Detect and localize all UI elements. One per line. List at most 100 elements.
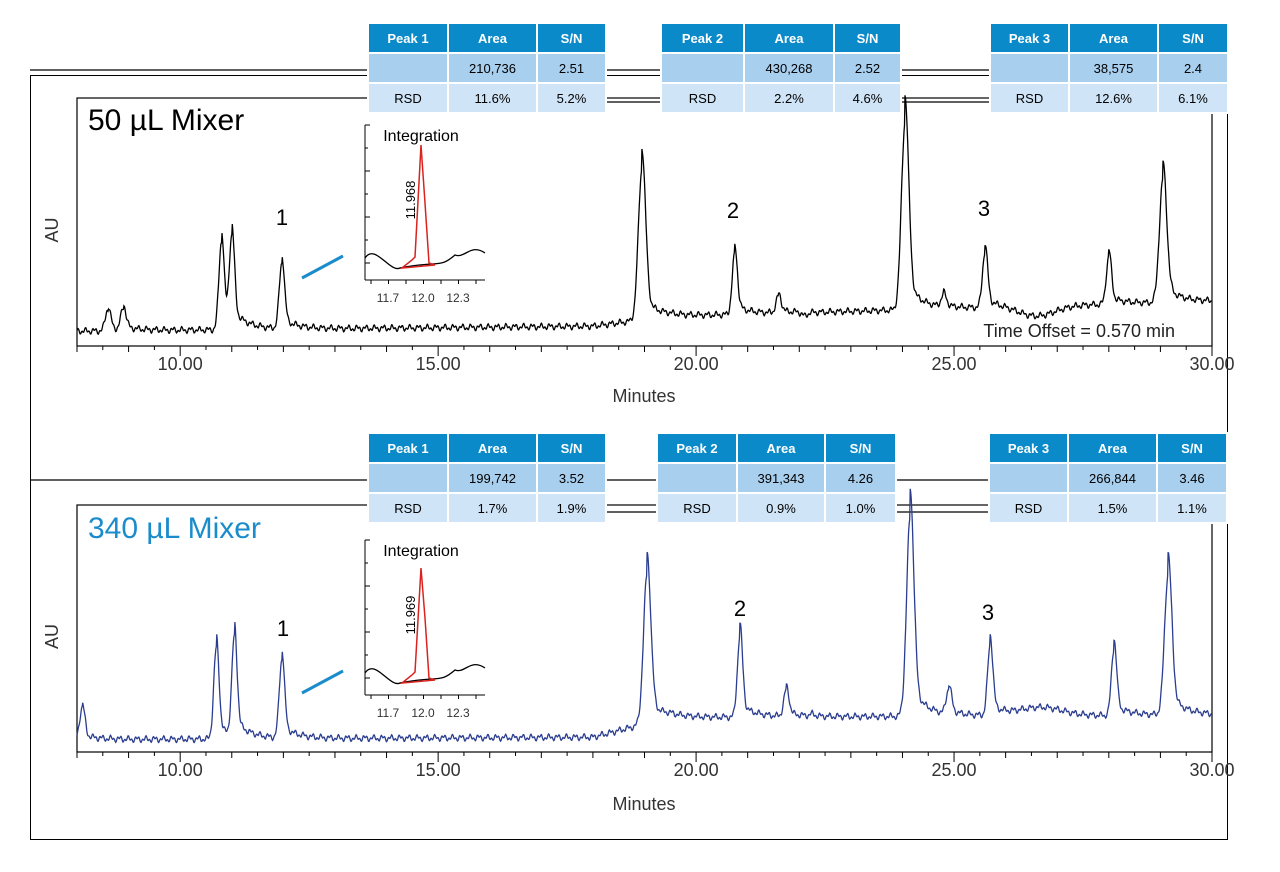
peak-label: 2 — [727, 198, 739, 223]
inset-x-tick-label: 11.7 — [377, 706, 400, 720]
table-cell: S/N — [833, 22, 902, 54]
table-cell: 210,736 — [447, 52, 538, 84]
x-tick-label: 25.00 — [932, 354, 977, 374]
x-tick-label: 15.00 — [416, 760, 461, 780]
inset-trace — [364, 664, 486, 685]
peak-table-2: Peak 2 Area S/N 430,268 2.52 RSD 2.2% 4.6% — [660, 22, 902, 114]
table-cell: 6.1% — [1157, 82, 1229, 114]
x-tick-label: 30.00 — [1189, 354, 1234, 374]
integrated-peak — [399, 567, 436, 684]
peak-label: 3 — [978, 196, 990, 221]
table-cell: 38,575 — [1068, 52, 1159, 84]
table-cell — [660, 52, 745, 84]
table-cell — [656, 462, 738, 494]
table-cell: 4.26 — [824, 462, 897, 494]
peak-label: 1 — [276, 205, 288, 230]
chromatogram-trace — [76, 95, 1212, 336]
table-cell — [989, 52, 1070, 84]
x-tick-label: 25.00 — [932, 760, 977, 780]
table-cell: 430,268 — [743, 52, 835, 84]
table-cell: RSD — [367, 82, 449, 114]
x-tick-label: 10.00 — [158, 354, 203, 374]
table-cell: 391,343 — [736, 462, 826, 494]
table-cell: RSD — [367, 492, 449, 524]
table-cell: Area — [1068, 22, 1159, 54]
table-row: 391,343 4.26 — [656, 462, 897, 494]
x-tick-label: 10.00 — [158, 760, 203, 780]
table-row: Peak 2 Area S/N — [656, 432, 897, 464]
table-row: 266,844 3.46 — [988, 462, 1228, 494]
inset-peak-label: 11.969 — [403, 596, 418, 635]
peak-table-2: Peak 2 Area S/N 391,343 4.26 RSD 0.9% 1.0% — [656, 432, 897, 524]
y-axis-label: AU — [42, 624, 62, 649]
table-row: Peak 2 Area S/N — [660, 22, 902, 54]
table-cell — [367, 462, 449, 494]
table-cell — [988, 462, 1069, 494]
table-cell: 11.6% — [447, 82, 538, 114]
table-cell: 3.52 — [536, 462, 607, 494]
peak-table-1: Peak 1 Area S/N 199,742 3.52 RSD 1.7% 1.9% — [367, 432, 607, 524]
table-row: Peak 3 Area S/N — [989, 22, 1229, 54]
table-cell: 0.9% — [736, 492, 826, 524]
table-cell: 1.1% — [1156, 492, 1228, 524]
inset-background — [350, 530, 490, 705]
table-cell: 2.2% — [743, 82, 835, 114]
table-cell: 4.6% — [833, 82, 902, 114]
inset-x-tick-label: 11.7 — [377, 291, 400, 305]
table-cell: Peak 1 — [367, 22, 449, 54]
x-tick-label: 20.00 — [674, 354, 719, 374]
table-row: RSD 0.9% 1.0% — [656, 492, 897, 524]
table-cell: RSD — [660, 82, 745, 114]
peak-label: 1 — [277, 616, 289, 641]
inset-x-tick-label: 12.0 — [411, 706, 435, 720]
table-cell: Peak 3 — [988, 432, 1069, 464]
table-row: Peak 3 Area S/N — [988, 432, 1228, 464]
table-cell: 1.0% — [824, 492, 897, 524]
peak-table-3: Peak 3 Area S/N 38,575 2.4 RSD 12.6% 6.1% — [989, 22, 1229, 114]
time-offset-note: Time Offset = 0.570 min — [983, 321, 1175, 341]
table-cell: Area — [447, 432, 538, 464]
table-row: RSD 2.2% 4.6% — [660, 82, 902, 114]
table-row: 38,575 2.4 — [989, 52, 1229, 84]
inset-pointer-line — [301, 254, 344, 280]
table-cell: 266,844 — [1067, 462, 1158, 494]
panel-title-bottom: 340 µL Mixer — [88, 512, 261, 545]
inset-peak-label: 11.968 — [403, 181, 418, 220]
table-cell: Area — [743, 22, 835, 54]
table-cell: Peak 1 — [367, 432, 449, 464]
table-row: 210,736 2.51 — [367, 52, 607, 84]
table-cell: 1.7% — [447, 492, 538, 524]
table-cell: 2.51 — [536, 52, 607, 84]
panel-title-top: 50 µL Mixer — [88, 104, 245, 137]
table-cell: Peak 2 — [656, 432, 738, 464]
table-cell: 3.46 — [1156, 462, 1228, 494]
table-cell: Peak 2 — [660, 22, 745, 54]
table-row: RSD 1.5% 1.1% — [988, 492, 1228, 524]
table-cell — [367, 52, 449, 84]
table-cell: RSD — [988, 492, 1069, 524]
table-cell: S/N — [536, 432, 607, 464]
table-row: 430,268 2.52 — [660, 52, 902, 84]
table-row: Peak 1 Area S/N — [367, 22, 607, 54]
table-row: RSD 12.6% 6.1% — [989, 82, 1229, 114]
inset-trace — [364, 249, 486, 270]
y-axis-label: AU — [42, 217, 62, 242]
table-cell: Peak 3 — [989, 22, 1070, 54]
table-cell: 2.4 — [1157, 52, 1229, 84]
inset-x-tick-label: 12.3 — [446, 706, 470, 720]
x-tick-label: 30.00 — [1189, 760, 1234, 780]
chromatogram-trace — [76, 488, 1212, 744]
inset-x-tick-label: 12.3 — [446, 291, 470, 305]
x-axis-label: Minutes — [612, 794, 675, 814]
x-tick-label: 20.00 — [674, 760, 719, 780]
table-row: RSD 11.6% 5.2% — [367, 82, 607, 114]
x-axis-label: Minutes — [612, 386, 675, 406]
table-cell: 1.9% — [536, 492, 607, 524]
table-cell: S/N — [824, 432, 897, 464]
peak-table-1: Peak 1 Area S/N 210,736 2.51 RSD 11.6% 5.2% — [367, 22, 607, 114]
integrated-peak — [399, 144, 436, 269]
table-row: RSD 1.7% 1.9% — [367, 492, 607, 524]
table-cell: 5.2% — [536, 82, 607, 114]
